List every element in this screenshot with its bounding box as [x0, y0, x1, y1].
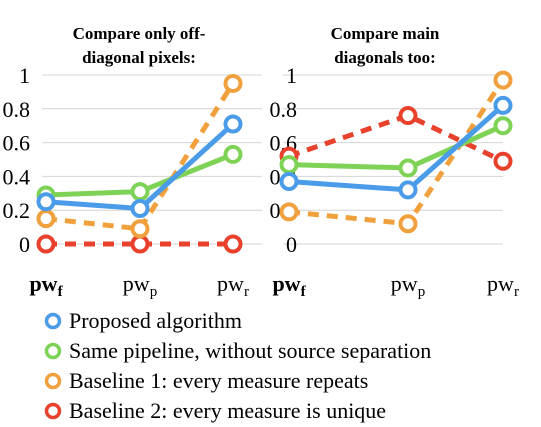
x-tick-base: pw: [29, 271, 57, 296]
data-point-same: [279, 155, 299, 175]
x-tick-label: pwr: [217, 271, 249, 300]
x-tick-label: pwp: [123, 271, 157, 300]
legend-marker-same: [44, 342, 62, 360]
legend-marker-proposed: [44, 312, 62, 330]
y-tick-label: 1: [286, 63, 297, 88]
y-tick-label: 0.2: [3, 198, 31, 223]
y-tick-label: 0.4: [3, 164, 31, 189]
x-tick-sub: r: [514, 284, 519, 300]
data-point-proposed: [398, 180, 418, 200]
y-tick-label: 0.6: [3, 131, 31, 156]
data-point-same: [493, 116, 513, 136]
x-tick-base: pw: [217, 271, 244, 296]
x-tick-label: pwr: [487, 271, 519, 300]
data-point-baseline1: [130, 219, 150, 239]
legend-label-baseline1: Baseline 1: every measure repeats: [69, 368, 369, 393]
x-tick-base: pw: [391, 271, 418, 296]
data-point-proposed: [493, 95, 513, 115]
y-tick-label: 1: [19, 63, 30, 88]
data-point-proposed: [36, 192, 56, 212]
y-tick-label: 0: [286, 232, 297, 257]
data-point-baseline2: [130, 234, 150, 254]
x-tick-base: pw: [123, 271, 150, 296]
data-point-proposed: [223, 114, 243, 134]
data-point-baseline1: [36, 209, 56, 229]
legend-item-same: Same pipeline, without source separation: [44, 336, 534, 366]
chart-title-line: Compare main: [331, 24, 440, 43]
legend-label-proposed: Proposed algorithm: [69, 308, 242, 333]
data-point-baseline1: [279, 202, 299, 222]
data-point-baseline2: [398, 106, 418, 126]
data-point-baseline2: [36, 234, 56, 254]
data-point-proposed: [130, 199, 150, 219]
x-tick-label: pwf: [29, 271, 63, 300]
legend-marker-circle: [44, 342, 62, 360]
x-tick-label: pwf: [272, 271, 306, 300]
data-point-same: [130, 182, 150, 202]
x-tick-sub: f: [58, 284, 64, 300]
x-tick-sub: r: [244, 284, 249, 300]
legend-marker-circle: [44, 372, 62, 390]
series-line-baseline1: [45, 82, 236, 232]
x-tick-base: pw: [487, 271, 514, 296]
legend-item-baseline2: Baseline 2: every measure is unique: [44, 396, 534, 426]
data-point-baseline1: [398, 214, 418, 234]
chart-title-line: diagonals too:: [334, 48, 436, 67]
data-point-baseline2: [493, 151, 513, 171]
legend-item-baseline1: Baseline 1: every measure repeats: [44, 366, 534, 396]
y-tick-label: 0.8: [270, 97, 298, 122]
x-tick-sub: p: [418, 284, 426, 300]
series-line-baseline2: [288, 113, 505, 164]
chart-panel-1: Compare only off-diagonal pixels: 0 0.2 0.4…: [3, 24, 262, 300]
data-point-baseline1: [493, 70, 513, 90]
legend-marker-baseline1: [44, 372, 62, 390]
chart-title-line: diagonal pixels:: [82, 48, 196, 67]
y-tick-label: 0: [19, 232, 30, 257]
data-point-same: [398, 158, 418, 178]
legend-marker-circle: [44, 402, 62, 420]
y-tick-label: 0.8: [3, 97, 31, 122]
legend-marker-baseline2: [44, 402, 62, 420]
x-tick-sub: p: [150, 284, 158, 300]
legend-label-baseline2: Baseline 2: every measure is unique: [69, 398, 387, 423]
legend-marker-circle: [44, 312, 62, 330]
x-tick-sub: f: [301, 284, 307, 300]
x-tick-base: pw: [272, 271, 300, 296]
data-point-proposed: [279, 171, 299, 191]
data-point-same: [223, 144, 243, 164]
data-point-baseline1: [223, 73, 243, 93]
legend: Proposed algorithm Same pipeline, withou…: [44, 306, 534, 426]
chart-title-line: Compare only off-: [73, 24, 206, 43]
data-point-baseline2: [223, 234, 243, 254]
legend-label-same: Same pipeline, without source separation: [69, 338, 432, 363]
legend-item-proposed: Proposed algorithm: [44, 306, 534, 336]
x-tick-label: pwp: [391, 271, 425, 300]
series-line-baseline1: [288, 78, 506, 227]
